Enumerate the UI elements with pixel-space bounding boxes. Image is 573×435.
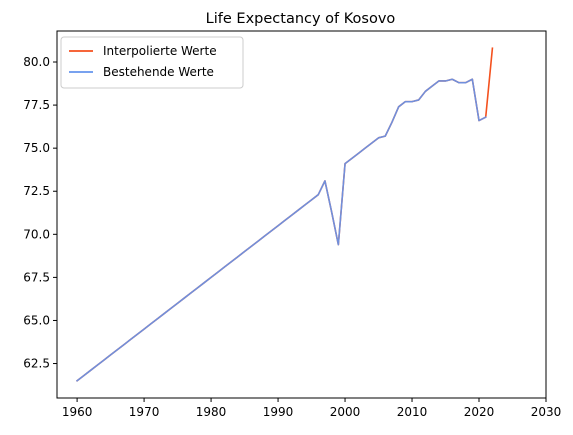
x-tick-label: 1960 [62, 405, 93, 419]
legend-label: Interpolierte Werte [103, 44, 217, 58]
y-tick-label: 75.0 [23, 141, 50, 155]
y-tick-label: 72.5 [23, 184, 50, 198]
chart-title: Life Expectancy of Kosovo [206, 11, 396, 27]
series-layer [75, 47, 494, 382]
y-axis: 62.5 65.0 67.5 70.0 72.5 75.0 77.5 80.0 [23, 55, 57, 371]
x-tick-label: 1990 [263, 405, 294, 419]
x-tick-label: 2000 [330, 405, 361, 419]
legend-box [60, 36, 244, 89]
y-tick-label: 77.5 [23, 98, 50, 112]
x-axis: 1960 1970 1980 1990 2000 2010 2020 2030 [62, 398, 561, 419]
y-tick-label: 70.0 [23, 227, 50, 241]
x-tick-label: 2020 [464, 405, 495, 419]
x-tick-label: 2010 [397, 405, 428, 419]
y-tick-label: 65.0 [23, 313, 50, 327]
x-tick-label: 1980 [196, 405, 227, 419]
legend: Interpolierte Werte Bestehende Werte [60, 36, 244, 89]
x-tick-label: 2030 [531, 405, 562, 419]
series-line-existing [75, 78, 487, 382]
y-tick-label: 62.5 [23, 357, 50, 371]
legend-label: Bestehende Werte [103, 65, 214, 79]
axes-frame [56, 30, 547, 399]
x-tick-label: 1970 [129, 405, 160, 419]
y-tick-label: 80.0 [23, 55, 50, 69]
y-tick-label: 67.5 [23, 270, 50, 284]
